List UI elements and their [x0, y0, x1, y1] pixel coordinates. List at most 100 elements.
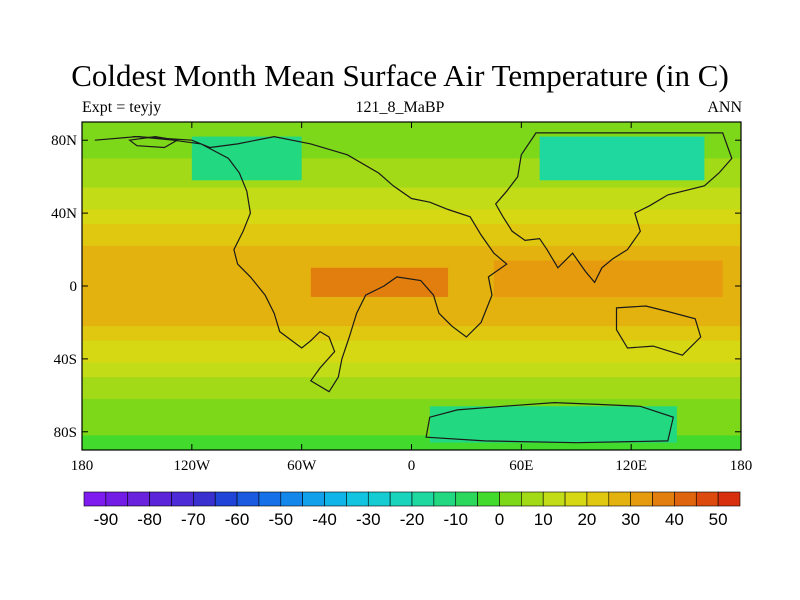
temperature-cell	[585, 347, 596, 356]
temperature-cell	[429, 340, 440, 349]
temperature-cell	[255, 326, 266, 334]
temperature-cell	[557, 304, 568, 313]
temperature-cell	[448, 136, 458, 145]
temperature-cell	[219, 377, 230, 385]
temperature-cell	[100, 151, 111, 160]
temperature-cell	[631, 318, 641, 327]
temperature-cell	[338, 216, 349, 225]
temperature-cell	[237, 253, 248, 262]
temperature-cell	[118, 180, 129, 189]
temperature-cell	[338, 143, 349, 152]
temperature-cell	[676, 355, 687, 364]
colorbar-label: 30	[621, 510, 640, 529]
temperature-cell	[713, 173, 724, 181]
temperature-cell	[82, 435, 92, 444]
temperature-cell	[429, 122, 440, 130]
temperature-cell	[338, 151, 349, 160]
temperature-cell	[228, 340, 239, 349]
temperature-cell	[365, 413, 376, 422]
temperature-cell	[640, 187, 651, 196]
temperature-cell	[265, 267, 275, 276]
temperature-cell	[356, 406, 367, 415]
temperature-cell	[695, 282, 705, 291]
temperature-cell	[100, 122, 111, 130]
temperature-cell	[146, 173, 156, 181]
temperature-cell	[530, 413, 541, 422]
temperature-cell	[365, 231, 376, 240]
temperature-cell	[338, 296, 349, 305]
temperature-cell	[503, 238, 513, 247]
temperature-cell	[448, 413, 458, 422]
temperature-cell	[649, 406, 660, 415]
temperature-cell	[237, 202, 248, 211]
temperature-cell	[219, 289, 230, 298]
temperature-cell	[567, 275, 577, 283]
temperature-cell	[695, 420, 705, 429]
temperature-cell	[475, 369, 486, 378]
temperature-cell	[622, 362, 632, 371]
temperature-cell	[127, 165, 138, 174]
temperature-cell	[557, 296, 568, 305]
temperature-cell	[429, 173, 440, 181]
temperature-cell	[91, 202, 101, 211]
temperature-cell	[219, 122, 230, 130]
temperature-cell	[530, 136, 541, 145]
temperature-cell	[557, 202, 568, 211]
temperature-cell	[82, 143, 92, 152]
temperature-cell	[265, 216, 275, 225]
temperature-cell	[210, 296, 220, 305]
temperature-cell	[109, 326, 120, 334]
temperature-cell	[686, 282, 696, 291]
temperature-cell	[127, 282, 138, 291]
temperature-cell	[393, 428, 403, 437]
temperature-cell	[420, 151, 431, 160]
temperature-cell	[136, 442, 147, 450]
temperature-cell	[704, 398, 715, 407]
temperature-cell	[448, 122, 458, 130]
temperature-cell	[319, 158, 330, 167]
temperature-cell	[384, 362, 394, 371]
temperature-cell	[512, 260, 522, 269]
temperature-cell	[567, 253, 577, 262]
colorbar-swatch	[411, 491, 435, 507]
temperature-cell	[301, 398, 312, 407]
temperature-cell	[274, 347, 284, 356]
temperature-cell	[704, 165, 715, 174]
temperature-cell	[731, 267, 741, 276]
temperature-cell	[667, 311, 678, 320]
temperature-cell	[265, 231, 275, 240]
temperature-cell	[182, 158, 193, 167]
temperature-cell	[475, 275, 486, 283]
temperature-cell	[246, 296, 257, 305]
temperature-cell	[676, 296, 687, 305]
temperature-cell	[402, 420, 413, 429]
temperature-cell	[191, 296, 202, 305]
temperature-cell	[393, 173, 403, 181]
temperature-cell	[91, 391, 101, 400]
temperature-cell	[667, 442, 678, 450]
temperature-cell	[594, 173, 605, 181]
temperature-cell	[200, 442, 211, 450]
temperature-cell	[503, 442, 513, 450]
temperature-cell	[695, 187, 705, 196]
temperature-cell	[109, 158, 120, 167]
temperature-cell	[200, 340, 211, 349]
temperature-cell	[713, 355, 724, 364]
temperature-cell	[265, 369, 275, 378]
temperature-cell	[292, 194, 303, 203]
temperature-cell	[237, 326, 248, 334]
temperature-cell	[301, 428, 312, 437]
temperature-cell	[283, 216, 294, 225]
temperature-cell	[164, 420, 175, 429]
temperature-cell	[731, 362, 741, 371]
temperature-cell	[695, 231, 705, 240]
temperature-cell	[438, 326, 449, 334]
temperature-cell	[503, 391, 513, 400]
temperature-cell	[228, 289, 239, 298]
temperature-cell	[237, 318, 248, 327]
temperature-cell	[686, 355, 696, 364]
temperature-cell	[631, 333, 641, 342]
temperature-cell	[503, 318, 513, 327]
temperature-cell	[356, 369, 367, 378]
temperature-cell	[200, 216, 211, 225]
